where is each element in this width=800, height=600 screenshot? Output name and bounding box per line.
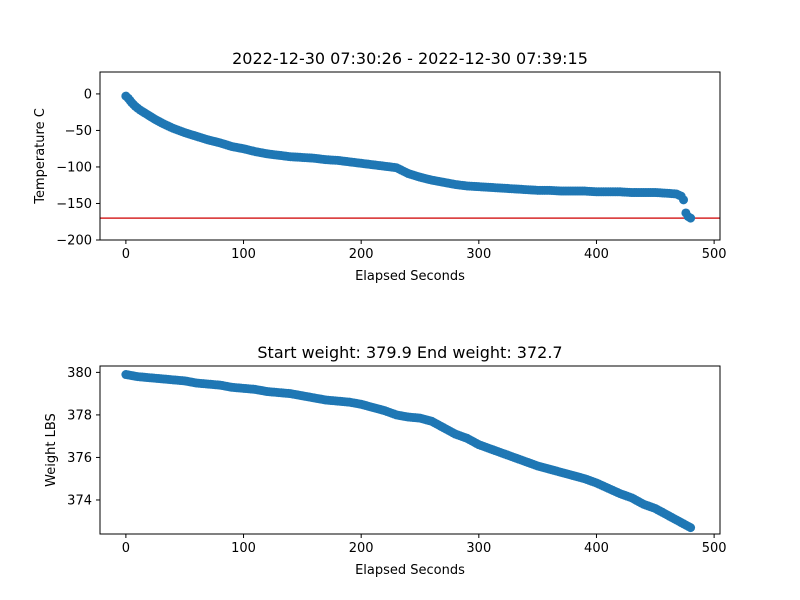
x-tick-label: 500	[702, 541, 727, 556]
x-tick-label: 300	[466, 541, 491, 556]
x-tick-label: 400	[584, 247, 609, 262]
y-tick-label: 0	[84, 87, 92, 102]
weight-points	[121, 370, 696, 533]
weight-axis-ticks: 0 100 200 300 400 500 374 376 378 380	[67, 366, 726, 556]
x-axis-label: Elapsed Seconds	[355, 563, 465, 578]
x-tick-label: 200	[349, 247, 374, 262]
temperature-points	[100, 91, 720, 223]
y-axis-label: Temperature C	[33, 108, 48, 205]
chart-title: 2022-12-30 07:30:26 - 2022-12-30 07:39:1…	[232, 49, 588, 68]
x-tick-label: 200	[349, 541, 374, 556]
y-tick-label: 378	[67, 408, 92, 423]
chart-title: Start weight: 379.9 End weight: 372.7	[257, 343, 562, 362]
y-tick-label: −200	[56, 234, 92, 249]
plot-frame	[99, 71, 721, 241]
weight-chart: Start weight: 379.9 End weight: 372.7 0 1…	[44, 343, 727, 578]
x-tick-label: 100	[231, 247, 256, 262]
y-tick-label: −50	[65, 124, 92, 139]
temperature-axis-ticks: 0 100 200 300 400 500 0 −50 −100 −150 −200	[56, 87, 726, 262]
x-tick-label: 0	[122, 247, 130, 262]
temperature-chart: 2022-12-30 07:30:26 - 2022-12-30 07:39:1…	[33, 49, 727, 284]
y-tick-label: 376	[67, 451, 92, 466]
y-tick-label: −150	[56, 197, 92, 212]
x-axis-label: Elapsed Seconds	[355, 269, 465, 284]
y-axis-label: Weight LBS	[44, 413, 59, 487]
x-tick-label: 400	[584, 541, 609, 556]
data-point	[686, 523, 696, 533]
y-tick-label: 380	[67, 366, 92, 381]
y-tick-label: 374	[67, 493, 92, 508]
data-point	[679, 195, 689, 205]
x-tick-label: 100	[231, 541, 256, 556]
x-tick-label: 300	[466, 247, 491, 262]
x-tick-label: 500	[702, 247, 727, 262]
y-tick-label: −100	[56, 160, 92, 175]
x-tick-label: 0	[122, 541, 130, 556]
plot-frame	[99, 365, 721, 535]
data-point	[686, 213, 696, 223]
